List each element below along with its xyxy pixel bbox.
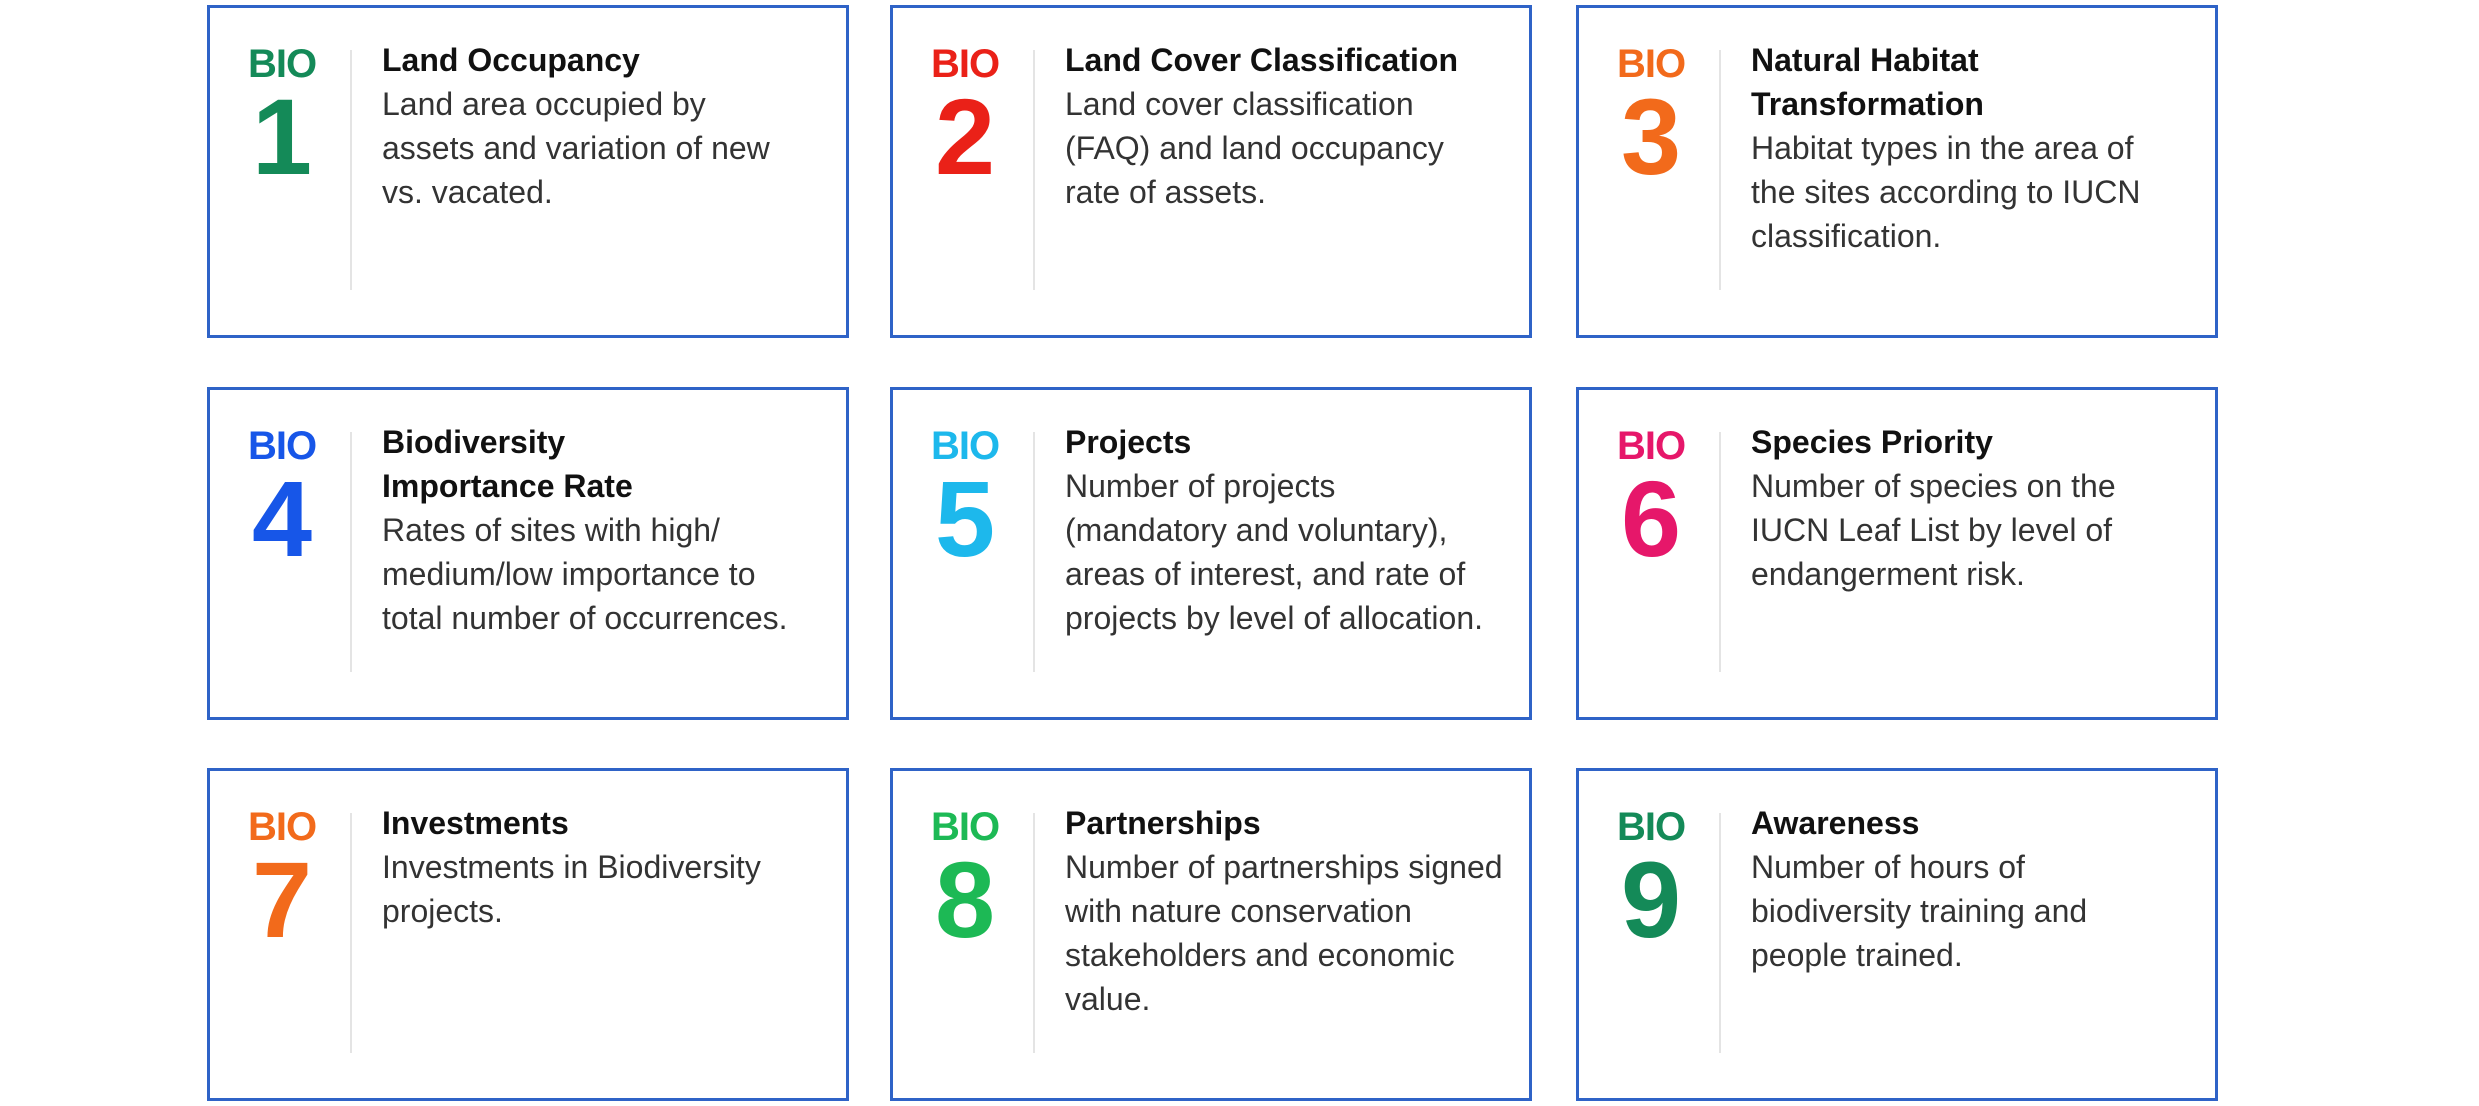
indicator-number: 3 bbox=[1620, 76, 1682, 197]
indicator-number: 4 bbox=[251, 458, 313, 579]
indicator-prefix: BIO bbox=[247, 42, 317, 86]
indicator-card-bio-5: BIO 5 Projects Number of projects (manda… bbox=[890, 387, 1532, 720]
indicator-code: BIO 7 bbox=[236, 805, 328, 960]
indicator-prefix: BIO bbox=[930, 424, 1000, 468]
indicator-code: BIO 5 bbox=[919, 424, 1011, 579]
indicator-code: BIO 3 bbox=[1605, 42, 1697, 197]
indicator-prefix: BIO bbox=[247, 805, 317, 849]
indicator-title: Partnerships bbox=[1065, 805, 1261, 841]
indicator-card-bio-3: BIO 3 Natural Habitat Transformation Hab… bbox=[1576, 5, 2218, 338]
divider bbox=[350, 432, 352, 672]
indicator-code: BIO 4 bbox=[236, 424, 328, 579]
indicator-code: BIO 8 bbox=[919, 805, 1011, 960]
divider bbox=[1719, 432, 1721, 672]
divider bbox=[1033, 432, 1035, 672]
indicator-prefix: BIO bbox=[930, 805, 1000, 849]
indicator-number: 2 bbox=[934, 76, 996, 197]
indicator-card-bio-7: BIO 7 Investments Investments in Biodive… bbox=[207, 768, 849, 1101]
indicator-title: Species Priority bbox=[1751, 424, 1993, 460]
divider bbox=[1033, 813, 1035, 1053]
indicator-description: Number of partnerships signed with natur… bbox=[1065, 849, 1503, 1017]
divider bbox=[350, 50, 352, 290]
divider bbox=[1719, 813, 1721, 1053]
indicator-title: Natural Habitat Transformation bbox=[1751, 42, 1984, 122]
indicator-description: Rates of sites with high/ medium/low imp… bbox=[382, 512, 788, 636]
indicator-description: Number of projects (mandatory and volunt… bbox=[1065, 468, 1483, 636]
indicator-description: Investments in Biodiversity projects. bbox=[382, 849, 761, 929]
indicator-description: Land cover classification (FAQ) and land… bbox=[1065, 86, 1444, 210]
indicator-code: BIO 1 bbox=[236, 42, 328, 197]
indicator-code: BIO 6 bbox=[1605, 424, 1697, 579]
indicator-description: Habitat types in the area of the sites a… bbox=[1751, 130, 2141, 254]
indicator-title: Land Cover Classification bbox=[1065, 42, 1458, 78]
indicator-description: Number of species on the IUCN Leaf List … bbox=[1751, 468, 2116, 592]
indicator-content: Awareness Number of hours of biodiversit… bbox=[1751, 801, 2191, 977]
indicator-content: Projects Number of projects (mandatory a… bbox=[1065, 420, 1505, 640]
indicator-content: Species Priority Number of species on th… bbox=[1751, 420, 2191, 596]
indicator-title: Biodiversity Importance Rate bbox=[382, 424, 633, 504]
indicator-title: Awareness bbox=[1751, 805, 1920, 841]
indicator-card-bio-8: BIO 8 Partnerships Number of partnership… bbox=[890, 768, 1532, 1101]
indicator-card-bio-1: BIO 1 Land Occupancy Land area occupied … bbox=[207, 5, 849, 338]
indicator-description: Land area occupied by assets and variati… bbox=[382, 86, 770, 210]
indicator-title: Investments bbox=[382, 805, 569, 841]
indicator-code: BIO 9 bbox=[1605, 805, 1697, 960]
indicator-number: 8 bbox=[934, 839, 996, 960]
indicator-number: 6 bbox=[1620, 458, 1682, 579]
indicator-prefix: BIO bbox=[1616, 805, 1686, 849]
indicator-content: Biodiversity Importance Rate Rates of si… bbox=[382, 420, 822, 640]
indicator-code: BIO 2 bbox=[919, 42, 1011, 197]
indicator-content: Investments Investments in Biodiversity … bbox=[382, 801, 822, 933]
indicator-title: Projects bbox=[1065, 424, 1192, 460]
indicator-card-bio-9: BIO 9 Awareness Number of hours of biodi… bbox=[1576, 768, 2218, 1101]
indicator-title: Land Occupancy bbox=[382, 42, 640, 78]
indicator-number: 7 bbox=[251, 839, 313, 960]
indicator-number: 9 bbox=[1620, 839, 1682, 960]
indicator-card-bio-2: BIO 2 Land Cover Classification Land cov… bbox=[890, 5, 1532, 338]
indicator-prefix: BIO bbox=[247, 424, 317, 468]
indicator-content: Natural Habitat Transformation Habitat t… bbox=[1751, 38, 2191, 258]
indicator-content: Land Occupancy Land area occupied by ass… bbox=[382, 38, 822, 214]
divider bbox=[1033, 50, 1035, 290]
indicator-number: 5 bbox=[934, 458, 996, 579]
indicator-prefix: BIO bbox=[1616, 42, 1686, 86]
indicator-description: Number of hours of biodiversity training… bbox=[1751, 849, 2088, 973]
indicator-content: Partnerships Number of partnerships sign… bbox=[1065, 801, 1505, 1021]
indicator-number: 1 bbox=[251, 76, 313, 197]
indicator-content: Land Cover Classification Land cover cla… bbox=[1065, 38, 1505, 214]
divider bbox=[350, 813, 352, 1053]
indicator-card-bio-6: BIO 6 Species Priority Number of species… bbox=[1576, 387, 2218, 720]
indicator-prefix: BIO bbox=[930, 42, 1000, 86]
indicator-prefix: BIO bbox=[1616, 424, 1686, 468]
divider bbox=[1719, 50, 1721, 290]
indicator-card-bio-4: BIO 4 Biodiversity Importance Rate Rates… bbox=[207, 387, 849, 720]
